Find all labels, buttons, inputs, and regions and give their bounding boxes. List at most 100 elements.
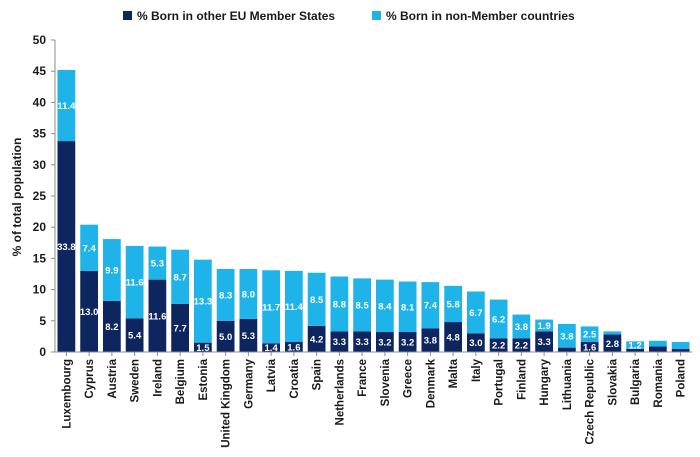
bar-eu-segment	[626, 348, 644, 352]
data-label: 1.6	[583, 343, 596, 354]
legend-swatch-non-member	[372, 11, 381, 20]
y-tick-label: 35	[33, 127, 47, 141]
data-label: 4.8	[447, 333, 460, 344]
bar-non-member-segment	[671, 342, 690, 349]
bar-non-member-segment	[421, 282, 440, 329]
data-label: 8.8	[333, 299, 346, 310]
data-label: 8.2	[105, 322, 118, 333]
bar-non-member-segment	[239, 269, 258, 319]
data-label: 8.5	[310, 295, 324, 306]
bar-non-member-segment	[603, 331, 622, 335]
data-label: 3.2	[401, 338, 414, 349]
bar-non-member-segment	[194, 259, 212, 343]
data-label: 5.0	[219, 332, 232, 343]
x-category-label: Czech Republic	[585, 358, 597, 444]
bar-non-member-segment	[125, 245, 144, 319]
x-category-label: Latvia	[266, 358, 278, 392]
bar-non-member-segment	[489, 299, 508, 339]
bar-non-member-segment	[285, 270, 303, 343]
bar-eu-segment	[444, 322, 462, 352]
data-label: 11.6	[126, 278, 144, 289]
bar-non-member-segment	[148, 246, 167, 280]
bar-eu-segment	[603, 334, 622, 352]
y-tick-label: 40	[33, 95, 47, 109]
data-label: 3.3	[356, 337, 369, 348]
data-label: 3.8	[424, 336, 437, 347]
y-tick-label: 50	[33, 33, 47, 47]
y-axis: 0 5 10 15 20 25 30 35 40 45 50	[33, 33, 56, 359]
bar-non-member-segment	[580, 326, 599, 343]
x-category-label: Cyprus	[84, 359, 96, 399]
x-category-label: Hungary	[539, 358, 551, 405]
x-category-label: Finland	[516, 359, 528, 400]
bar-non-member-segment	[444, 285, 462, 323]
data-label: 2.2	[492, 341, 505, 352]
bar-non-member-segment	[512, 314, 531, 339]
data-label: 5.3	[151, 259, 164, 270]
data-label: 1.9	[538, 321, 551, 332]
bar-eu-segment	[512, 338, 531, 352]
y-tick-label: 25	[33, 189, 47, 203]
data-label: 6.2	[492, 314, 505, 325]
y-tick-label: 0	[39, 345, 46, 359]
data-label: 3.3	[538, 337, 551, 348]
data-label: 5.3	[242, 331, 255, 342]
x-category-label: Ireland	[152, 359, 164, 397]
x-category-label: France	[357, 359, 369, 397]
bar-non-member-segment	[171, 249, 189, 304]
bars: 33.8 11.4 13.0 7.4 8.2 9.9 5.4 11.6 11.6 5.3 7.7 8.…	[57, 69, 690, 354]
data-label: 4.2	[310, 334, 323, 345]
x-category-label: United Kingdom	[221, 359, 233, 448]
bar-non-member-segment	[376, 279, 394, 333]
x-category-label: Netherlands	[334, 359, 346, 425]
bar-non-member-segment	[649, 340, 667, 347]
data-label: 7.4	[424, 301, 438, 312]
data-label: 5.8	[447, 299, 460, 310]
data-label: 5.4	[128, 331, 142, 342]
x-category-label: Romania	[653, 358, 665, 407]
x-category-label: Belgium	[175, 359, 187, 404]
data-label: 3.8	[515, 322, 528, 333]
bar-eu-segment	[194, 342, 212, 352]
bar-eu-segment	[125, 318, 144, 352]
y-tick-label: 30	[33, 158, 47, 172]
bar-eu-segment	[307, 325, 326, 352]
data-label: 11.4	[285, 302, 304, 313]
bar-eu-segment	[80, 270, 98, 352]
data-label: 2.5	[583, 330, 597, 341]
data-label: 2.2	[515, 341, 528, 352]
data-label: 7.7	[174, 323, 187, 334]
data-label: 1.6	[287, 343, 300, 354]
data-label: 13.3	[194, 297, 213, 308]
legend-label-non-member: % Born in non-Member countries	[386, 9, 575, 23]
x-category-label: Greece	[403, 359, 415, 398]
bar-non-member-segment	[330, 276, 349, 332]
data-label: 1.2	[629, 341, 642, 352]
bar-eu-segment	[535, 331, 553, 352]
x-category-label: Luxembourg	[61, 359, 73, 429]
x-category-label: Slovakia	[607, 358, 619, 405]
x-category-label: Croatia	[289, 358, 301, 398]
y-tick-label: 45	[33, 64, 47, 78]
data-label: 1.5	[196, 343, 210, 354]
data-label: 9.9	[105, 265, 118, 276]
data-label: 33.8	[57, 242, 76, 253]
bar-non-member-segment	[80, 224, 98, 271]
data-label: 8.3	[219, 290, 232, 301]
bar-eu-segment	[171, 303, 189, 352]
legend-swatch-eu	[123, 11, 132, 20]
data-label: 6.7	[469, 308, 482, 319]
bar-non-member-segment	[353, 278, 371, 332]
bar-eu-segment	[353, 331, 371, 352]
bar-eu-segment	[285, 342, 303, 352]
x-category-label: Lithuania	[562, 358, 574, 410]
bar-eu-segment	[262, 343, 280, 352]
data-label: 2.8	[606, 339, 619, 350]
data-label: 8.7	[174, 272, 187, 283]
bar-eu-segment	[376, 332, 394, 352]
data-label: 11.6	[148, 311, 166, 322]
x-category-label: Poland	[676, 359, 688, 397]
y-axis-label: % of total population	[10, 138, 24, 257]
